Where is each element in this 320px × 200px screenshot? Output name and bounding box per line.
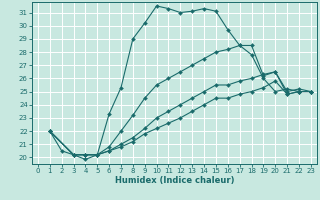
X-axis label: Humidex (Indice chaleur): Humidex (Indice chaleur): [115, 176, 234, 185]
